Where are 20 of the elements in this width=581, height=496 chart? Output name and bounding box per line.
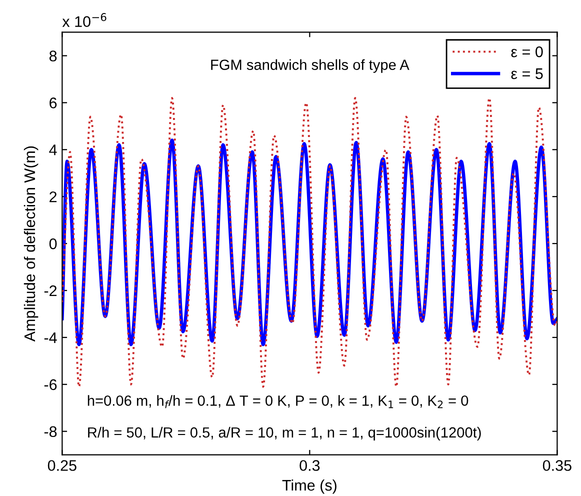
x-tick-label: 0.3 <box>300 460 320 471</box>
y-tick-label: -2 <box>44 285 57 296</box>
y-tick-label: -6 <box>44 379 57 390</box>
annotation: R/h = 50, L/R = 0.5, a/R = 10, m = 1, n = 1, q=1000sin(1200t) <box>88 426 481 440</box>
y-tick-label: 6 <box>50 98 57 108</box>
annotation: h=0.06 m, h$_{f}$/h = 0.1, Δ T = 0 K, P = 0, k = 1, K$_{1}$ = 0, K$_{2}$ = 0 <box>88 395 468 408</box>
y-tick-label: -4 <box>44 332 57 343</box>
legend-label: ε = 5 <box>511 68 543 80</box>
x-tick-label: 0.35 <box>542 460 572 471</box>
x-axis-title: Time (s) <box>282 479 336 494</box>
text: x 10$^{−6}$ <box>62 13 106 27</box>
y-tick-label: 2 <box>50 191 57 202</box>
legend-label: ε = 0 <box>511 46 543 58</box>
y-tick-label: 8 <box>49 50 57 62</box>
y-axis-title: Amplitude of deflection W(m) <box>24 146 38 342</box>
y-tick-label: 4 <box>49 144 57 156</box>
text: FGM sandwich shells of type A <box>211 59 410 73</box>
y-tick-label: 0 <box>49 238 57 250</box>
x-tick-label: 0.25 <box>48 460 76 471</box>
y-tick-label: -8 <box>44 426 57 438</box>
